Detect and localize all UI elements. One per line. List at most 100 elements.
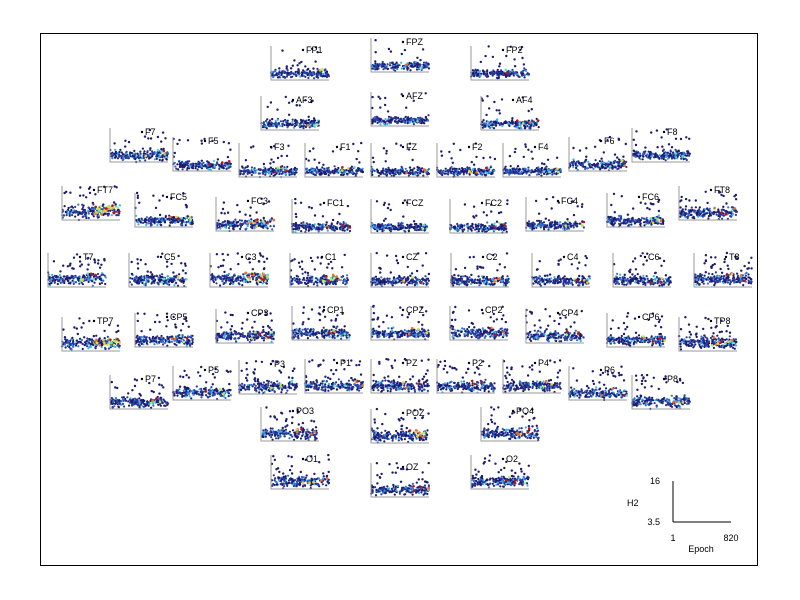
data-point [92, 275, 95, 278]
data-point [269, 225, 272, 228]
data-point [371, 122, 374, 125]
data-point [321, 166, 324, 169]
data-point [670, 157, 674, 160]
data-point [128, 153, 131, 156]
data-point-outlier [704, 190, 707, 193]
data-point-outlier [551, 196, 555, 199]
data-point-outlier [644, 202, 647, 205]
data-point [450, 224, 453, 227]
channel-label-dot [401, 40, 405, 44]
data-point [423, 119, 427, 122]
data-point [598, 160, 602, 163]
data-point [304, 125, 307, 129]
data-point [688, 154, 691, 157]
data-point [400, 67, 403, 70]
data-point [177, 160, 181, 163]
data-point [72, 211, 75, 214]
data-point [511, 170, 514, 173]
data-point [622, 222, 625, 225]
data-point-hot [542, 170, 546, 173]
data-point [176, 163, 179, 166]
data-point [68, 277, 71, 280]
data-point [527, 73, 531, 76]
data-point [155, 274, 158, 277]
data-point-outlier [266, 105, 269, 109]
data-point-hot [86, 272, 89, 276]
data-point [307, 229, 310, 232]
channel-label-dot [92, 188, 96, 192]
data-point-hot [276, 166, 279, 169]
data-point [373, 116, 377, 119]
data-point [734, 210, 737, 213]
data-point [525, 168, 528, 171]
data-point [223, 225, 226, 228]
data-point [310, 74, 313, 77]
data-point-outlier [585, 155, 588, 158]
channel-label: F3 [274, 142, 285, 152]
data-point [494, 72, 497, 75]
data-point [502, 71, 505, 74]
data-point-outlier [500, 98, 504, 101]
data-point-outlier [482, 156, 485, 160]
data-point [264, 224, 267, 227]
data-point [241, 166, 244, 169]
data-point [253, 227, 256, 230]
data-point-outlier [280, 154, 283, 158]
data-point [214, 166, 217, 169]
data-point-hot [117, 210, 120, 214]
data-point [246, 220, 249, 223]
data-point [394, 66, 397, 69]
data-point [172, 219, 175, 222]
data-point-outlier [506, 199, 509, 202]
data-point [207, 164, 210, 167]
channel-panel-f1: F1 [304, 141, 364, 178]
data-point [244, 170, 247, 173]
data-point-hot [424, 169, 427, 173]
data-point [258, 168, 261, 172]
data-point-hot [208, 162, 212, 166]
data-point [665, 155, 668, 158]
data-point-outlier [555, 156, 559, 159]
data-point [118, 150, 121, 154]
data-point [66, 275, 69, 278]
data-point [51, 273, 54, 276]
data-point [707, 215, 711, 218]
data-point-outlier [624, 142, 627, 146]
data-point [271, 228, 274, 231]
channel-label-dot [637, 195, 641, 199]
data-point-outlier [387, 203, 391, 206]
data-point [294, 171, 297, 174]
data-point [225, 167, 228, 170]
data-point [313, 223, 316, 226]
data-point [547, 168, 550, 171]
data-point [282, 120, 285, 123]
data-point [619, 163, 622, 166]
data-point-outlier [521, 56, 524, 60]
data-point-outlier [124, 145, 127, 148]
data-point [73, 275, 76, 278]
data-point [596, 165, 599, 168]
data-point-outlier [490, 210, 493, 213]
data-point [329, 171, 332, 174]
channel-label: AF3 [296, 95, 313, 105]
data-point-outlier [722, 205, 725, 208]
data-point-outlier [491, 55, 495, 59]
data-point-hot [654, 216, 657, 220]
data-point [683, 151, 686, 154]
data-point-hot [285, 169, 288, 173]
data-point [322, 223, 325, 226]
data-point [161, 158, 164, 161]
data-point-outlier [498, 112, 501, 115]
data-point [420, 117, 424, 120]
data-point [413, 171, 416, 174]
data-point [514, 122, 517, 125]
channel-label: FC2 [485, 198, 502, 208]
data-point-outlier [252, 145, 255, 148]
data-point-outlier [307, 115, 310, 119]
data-point [537, 224, 540, 227]
data-point [176, 220, 179, 223]
data-point [158, 155, 161, 158]
data-point [619, 214, 622, 218]
data-point [617, 158, 621, 161]
